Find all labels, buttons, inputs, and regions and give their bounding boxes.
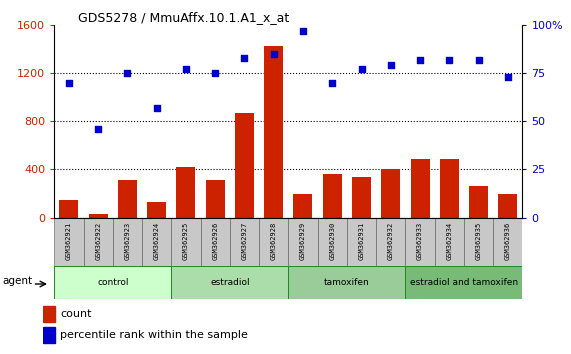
Point bbox=[123, 70, 132, 76]
Point bbox=[357, 66, 366, 72]
FancyBboxPatch shape bbox=[259, 218, 288, 266]
Text: GSM362922: GSM362922 bbox=[95, 222, 101, 260]
Text: GSM362935: GSM362935 bbox=[476, 222, 481, 260]
FancyBboxPatch shape bbox=[464, 218, 493, 266]
Point bbox=[94, 126, 103, 132]
Text: GSM362921: GSM362921 bbox=[66, 222, 72, 260]
FancyBboxPatch shape bbox=[405, 266, 522, 299]
Bar bbox=[440, 159, 459, 218]
Bar bbox=[43, 306, 55, 322]
Bar bbox=[176, 167, 195, 218]
FancyBboxPatch shape bbox=[113, 218, 142, 266]
Bar bbox=[206, 180, 225, 218]
Text: GDS5278 / MmuAffx.10.1.A1_x_at: GDS5278 / MmuAffx.10.1.A1_x_at bbox=[78, 11, 289, 24]
Text: GSM362934: GSM362934 bbox=[447, 222, 452, 260]
Bar bbox=[147, 202, 166, 218]
Text: estradiol and tamoxifen: estradiol and tamoxifen bbox=[410, 278, 518, 287]
Point bbox=[65, 80, 74, 85]
FancyBboxPatch shape bbox=[376, 218, 405, 266]
FancyBboxPatch shape bbox=[200, 218, 230, 266]
Point bbox=[182, 66, 191, 72]
Text: GSM362931: GSM362931 bbox=[359, 222, 364, 260]
Bar bbox=[59, 200, 78, 218]
Text: tamoxifen: tamoxifen bbox=[324, 278, 370, 287]
FancyBboxPatch shape bbox=[405, 218, 435, 266]
Bar bbox=[118, 180, 137, 218]
Text: GSM362927: GSM362927 bbox=[242, 222, 247, 260]
Text: GSM362924: GSM362924 bbox=[154, 222, 160, 260]
FancyBboxPatch shape bbox=[171, 218, 200, 266]
Bar bbox=[498, 194, 517, 218]
Bar bbox=[293, 194, 312, 218]
Point bbox=[416, 57, 425, 62]
FancyBboxPatch shape bbox=[83, 218, 113, 266]
Point bbox=[503, 74, 512, 80]
Bar bbox=[352, 177, 371, 218]
Bar bbox=[264, 46, 283, 218]
Point bbox=[240, 55, 249, 61]
FancyBboxPatch shape bbox=[493, 218, 522, 266]
Point bbox=[269, 51, 278, 57]
FancyBboxPatch shape bbox=[288, 266, 405, 299]
Bar bbox=[43, 327, 55, 343]
FancyBboxPatch shape bbox=[288, 218, 317, 266]
FancyBboxPatch shape bbox=[317, 218, 347, 266]
Point bbox=[474, 57, 483, 62]
Text: GSM362923: GSM362923 bbox=[124, 222, 130, 260]
Text: GSM362926: GSM362926 bbox=[212, 222, 218, 260]
FancyBboxPatch shape bbox=[435, 218, 464, 266]
Bar bbox=[235, 113, 254, 218]
FancyBboxPatch shape bbox=[54, 218, 83, 266]
Bar bbox=[381, 170, 400, 218]
Text: GSM362932: GSM362932 bbox=[388, 222, 394, 260]
FancyBboxPatch shape bbox=[54, 266, 171, 299]
Text: percentile rank within the sample: percentile rank within the sample bbox=[60, 330, 248, 340]
Text: GSM362936: GSM362936 bbox=[505, 222, 511, 260]
Text: GSM362933: GSM362933 bbox=[417, 222, 423, 260]
Point bbox=[152, 105, 161, 110]
FancyBboxPatch shape bbox=[171, 266, 288, 299]
FancyBboxPatch shape bbox=[142, 218, 171, 266]
Text: control: control bbox=[97, 278, 128, 287]
Text: GSM362929: GSM362929 bbox=[300, 222, 306, 260]
Point bbox=[386, 62, 395, 68]
Point bbox=[445, 57, 454, 62]
Text: GSM362930: GSM362930 bbox=[329, 222, 335, 260]
Point bbox=[328, 80, 337, 85]
Text: estradiol: estradiol bbox=[210, 278, 250, 287]
Point bbox=[299, 28, 308, 33]
Bar bbox=[411, 159, 429, 218]
Text: count: count bbox=[60, 309, 91, 319]
Bar bbox=[89, 214, 108, 218]
Text: agent: agent bbox=[3, 276, 33, 286]
FancyBboxPatch shape bbox=[230, 218, 259, 266]
Text: GSM362928: GSM362928 bbox=[271, 222, 277, 260]
FancyBboxPatch shape bbox=[347, 218, 376, 266]
Point bbox=[211, 70, 220, 76]
Bar bbox=[469, 186, 488, 218]
Bar bbox=[323, 174, 342, 218]
Text: GSM362925: GSM362925 bbox=[183, 222, 189, 260]
